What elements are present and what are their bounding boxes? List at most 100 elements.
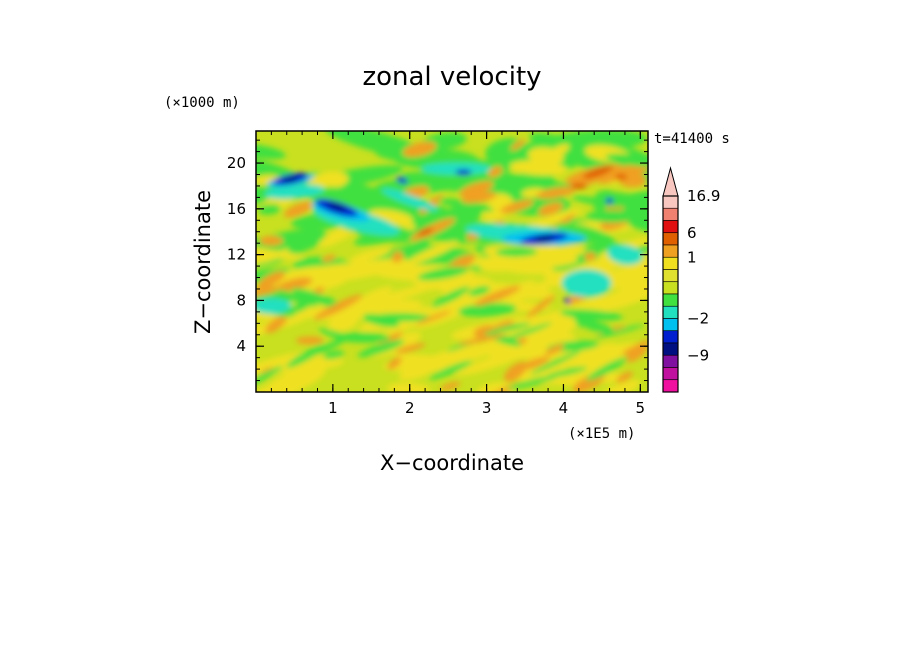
x-tick-label: 4 bbox=[559, 399, 569, 417]
streak bbox=[286, 344, 326, 368]
x-tick-label: 1 bbox=[328, 399, 338, 417]
field-patch bbox=[361, 286, 393, 301]
field-patch bbox=[387, 357, 402, 370]
colorbar-swatch bbox=[662, 379, 679, 393]
y-tick-label: 20 bbox=[227, 154, 246, 172]
cyan-region bbox=[561, 269, 612, 298]
colorbar-swatch bbox=[662, 342, 679, 356]
field-patch bbox=[459, 180, 494, 197]
streak bbox=[547, 366, 588, 378]
positive-maximum bbox=[582, 165, 614, 179]
field-patch bbox=[622, 265, 648, 279]
field-patch bbox=[585, 210, 638, 223]
cyan-region bbox=[256, 298, 292, 315]
colorbar-label: 6 bbox=[687, 224, 697, 242]
field-patch bbox=[291, 287, 346, 310]
streak bbox=[507, 375, 558, 390]
field-patch bbox=[457, 302, 517, 317]
colorbar-swatch bbox=[662, 232, 679, 246]
colorbar-swatch bbox=[662, 367, 679, 381]
time-label: t=41400 s bbox=[654, 131, 730, 147]
field-patch bbox=[571, 195, 624, 208]
streak bbox=[357, 339, 405, 358]
colorbar-frame bbox=[662, 195, 679, 393]
field-patch bbox=[616, 371, 634, 383]
colorbar-swatch bbox=[662, 256, 679, 270]
colorbar-extension bbox=[662, 166, 679, 197]
y-axis: 4 8 12 16 20 bbox=[227, 139, 648, 382]
field-patch bbox=[391, 251, 404, 263]
negative-core bbox=[564, 297, 571, 304]
field-patch bbox=[256, 246, 305, 260]
field-patch bbox=[281, 266, 331, 277]
positive-band bbox=[259, 235, 284, 246]
field-patch bbox=[500, 199, 535, 214]
streak bbox=[431, 286, 470, 308]
positive-band bbox=[295, 336, 324, 345]
y-tick-label: 12 bbox=[227, 246, 246, 264]
streak bbox=[530, 350, 581, 375]
positive-maximum bbox=[417, 227, 433, 236]
field-patch bbox=[526, 294, 555, 318]
field-patch bbox=[288, 354, 331, 371]
field-patch bbox=[283, 201, 313, 218]
field-patch bbox=[599, 191, 648, 210]
x-tick-label: 3 bbox=[482, 399, 492, 417]
field-patch bbox=[555, 222, 615, 246]
colorbar-label: −9 bbox=[687, 346, 709, 364]
field-patch bbox=[564, 293, 634, 314]
streak bbox=[545, 344, 565, 356]
colorbar-swatch bbox=[662, 269, 679, 283]
streak bbox=[415, 310, 452, 325]
field-patch bbox=[554, 342, 616, 366]
streak bbox=[503, 322, 552, 341]
streak bbox=[575, 319, 596, 328]
colorbar-label: 16.9 bbox=[687, 187, 720, 205]
x-axis-label: X−coordinate bbox=[380, 451, 524, 475]
positive-band bbox=[461, 191, 497, 204]
y-unit-label: (×1000 m) bbox=[164, 95, 240, 111]
y-tick-label: 4 bbox=[236, 337, 246, 355]
field-patch bbox=[487, 166, 503, 178]
positive-band bbox=[536, 186, 576, 199]
negative-core bbox=[455, 169, 472, 176]
x-tick-label: 5 bbox=[636, 399, 646, 417]
negative-core bbox=[605, 197, 614, 204]
streak bbox=[474, 285, 521, 306]
plot-frame bbox=[255, 130, 649, 393]
field-patch bbox=[265, 315, 288, 334]
colorbar-label: −2 bbox=[687, 310, 709, 328]
field-patch bbox=[337, 299, 423, 320]
field-patch bbox=[448, 254, 476, 271]
positive-maximum bbox=[615, 173, 628, 180]
streak bbox=[395, 343, 426, 354]
colorbar-swatch bbox=[662, 281, 679, 295]
streak bbox=[518, 356, 550, 371]
colorbar-swatch bbox=[662, 318, 679, 332]
colorbar-swatch bbox=[662, 207, 679, 221]
colorbar-swatch bbox=[662, 354, 679, 368]
colorbar-labels: 16.9 6 1 −2 −9 bbox=[687, 187, 720, 364]
y-tick-label: 8 bbox=[236, 291, 246, 309]
x-axis: 1 2 3 4 5 bbox=[270, 131, 646, 417]
colorbar-swatch bbox=[662, 220, 679, 234]
field-patch bbox=[327, 314, 358, 333]
field-patch bbox=[349, 248, 391, 263]
field-patch bbox=[608, 200, 648, 235]
cyan-region bbox=[264, 184, 325, 200]
field-patch bbox=[417, 266, 469, 281]
field-patch bbox=[362, 313, 400, 328]
strong-negative-core bbox=[327, 202, 347, 211]
y-axis-label: Z−coordinate bbox=[191, 190, 215, 334]
field-patch bbox=[402, 141, 437, 158]
chart-title: zonal velocity bbox=[362, 62, 541, 92]
positive-maximum bbox=[570, 182, 587, 189]
streak bbox=[490, 322, 531, 333]
field-patch bbox=[257, 271, 286, 289]
field-patch bbox=[498, 135, 593, 158]
streak bbox=[279, 303, 312, 316]
streak bbox=[621, 339, 648, 356]
streak bbox=[312, 336, 350, 356]
field-patch bbox=[527, 147, 564, 166]
